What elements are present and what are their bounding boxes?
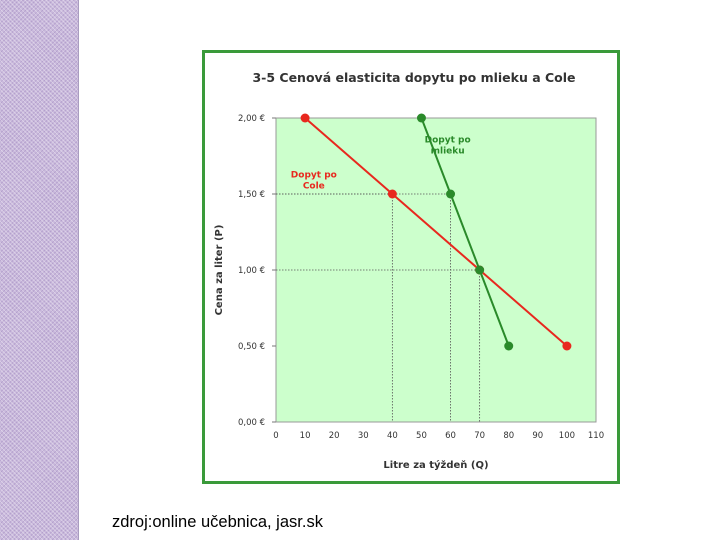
series-line-milk (420, 117, 510, 347)
x-tick-label: 110 (588, 431, 604, 441)
x-tick-label: 100 (559, 431, 575, 441)
chart-title: 3-5 Cenová elasticita dopytu po mlieku a… (252, 70, 575, 85)
data-point-milk (416, 113, 426, 123)
series-label-cola: Dopyt po Cole (291, 170, 337, 191)
x-tick-label: 60 (445, 431, 456, 441)
x-tick-label: 0 (273, 431, 278, 441)
y-tick-label: 2,00 € (238, 114, 265, 124)
data-point-milk (446, 189, 456, 199)
x-tick-label: 90 (532, 431, 543, 441)
x-tick-label: 20 (329, 431, 340, 441)
x-tick-label: 70 (474, 431, 485, 441)
chart-svg: 3-5 Cenová elasticita dopytu po mlieku a… (214, 70, 604, 471)
series-layer: Dopyt po Cole Dopyt po mlieku (291, 113, 572, 351)
y-tick-label: 1,50 € (238, 190, 265, 200)
data-point-cola (387, 189, 397, 199)
x-tick-label: 30 (358, 431, 369, 441)
x-tick-label: 10 (300, 431, 311, 441)
y-tick-label: 0,50 € (238, 342, 265, 352)
x-axis-label: Litre za týždeň (Q) (383, 459, 488, 471)
chart-frame: 3-5 Cenová elasticita dopytu po mlieku a… (202, 50, 620, 484)
data-point-milk (475, 265, 485, 275)
x-tick-label: 40 (387, 431, 398, 441)
x-tick-label: 50 (416, 431, 427, 441)
x-tick-labels: 0 10 20 30 40 50 60 70 80 90 100 110 (273, 431, 604, 441)
y-axis-label: Cena za liter (P) (214, 225, 225, 316)
data-point-cola (562, 341, 572, 351)
x-tick-label: 80 (503, 431, 514, 441)
side-decoration-strip (0, 0, 79, 540)
series-line-cola (304, 117, 568, 347)
y-tick-labels: 0,00 € 0,50 € 1,00 € 1,50 € 2,00 € (238, 114, 276, 428)
y-tick-label: 1,00 € (238, 266, 265, 276)
data-point-milk (504, 341, 514, 351)
reference-lines (276, 193, 481, 422)
data-point-cola (300, 113, 310, 123)
series-label-milk: Dopyt po mlieku (425, 135, 471, 156)
y-tick-label: 0,00 € (238, 418, 265, 428)
source-citation: zdroj:online učebnica, jasr.sk (112, 513, 323, 531)
